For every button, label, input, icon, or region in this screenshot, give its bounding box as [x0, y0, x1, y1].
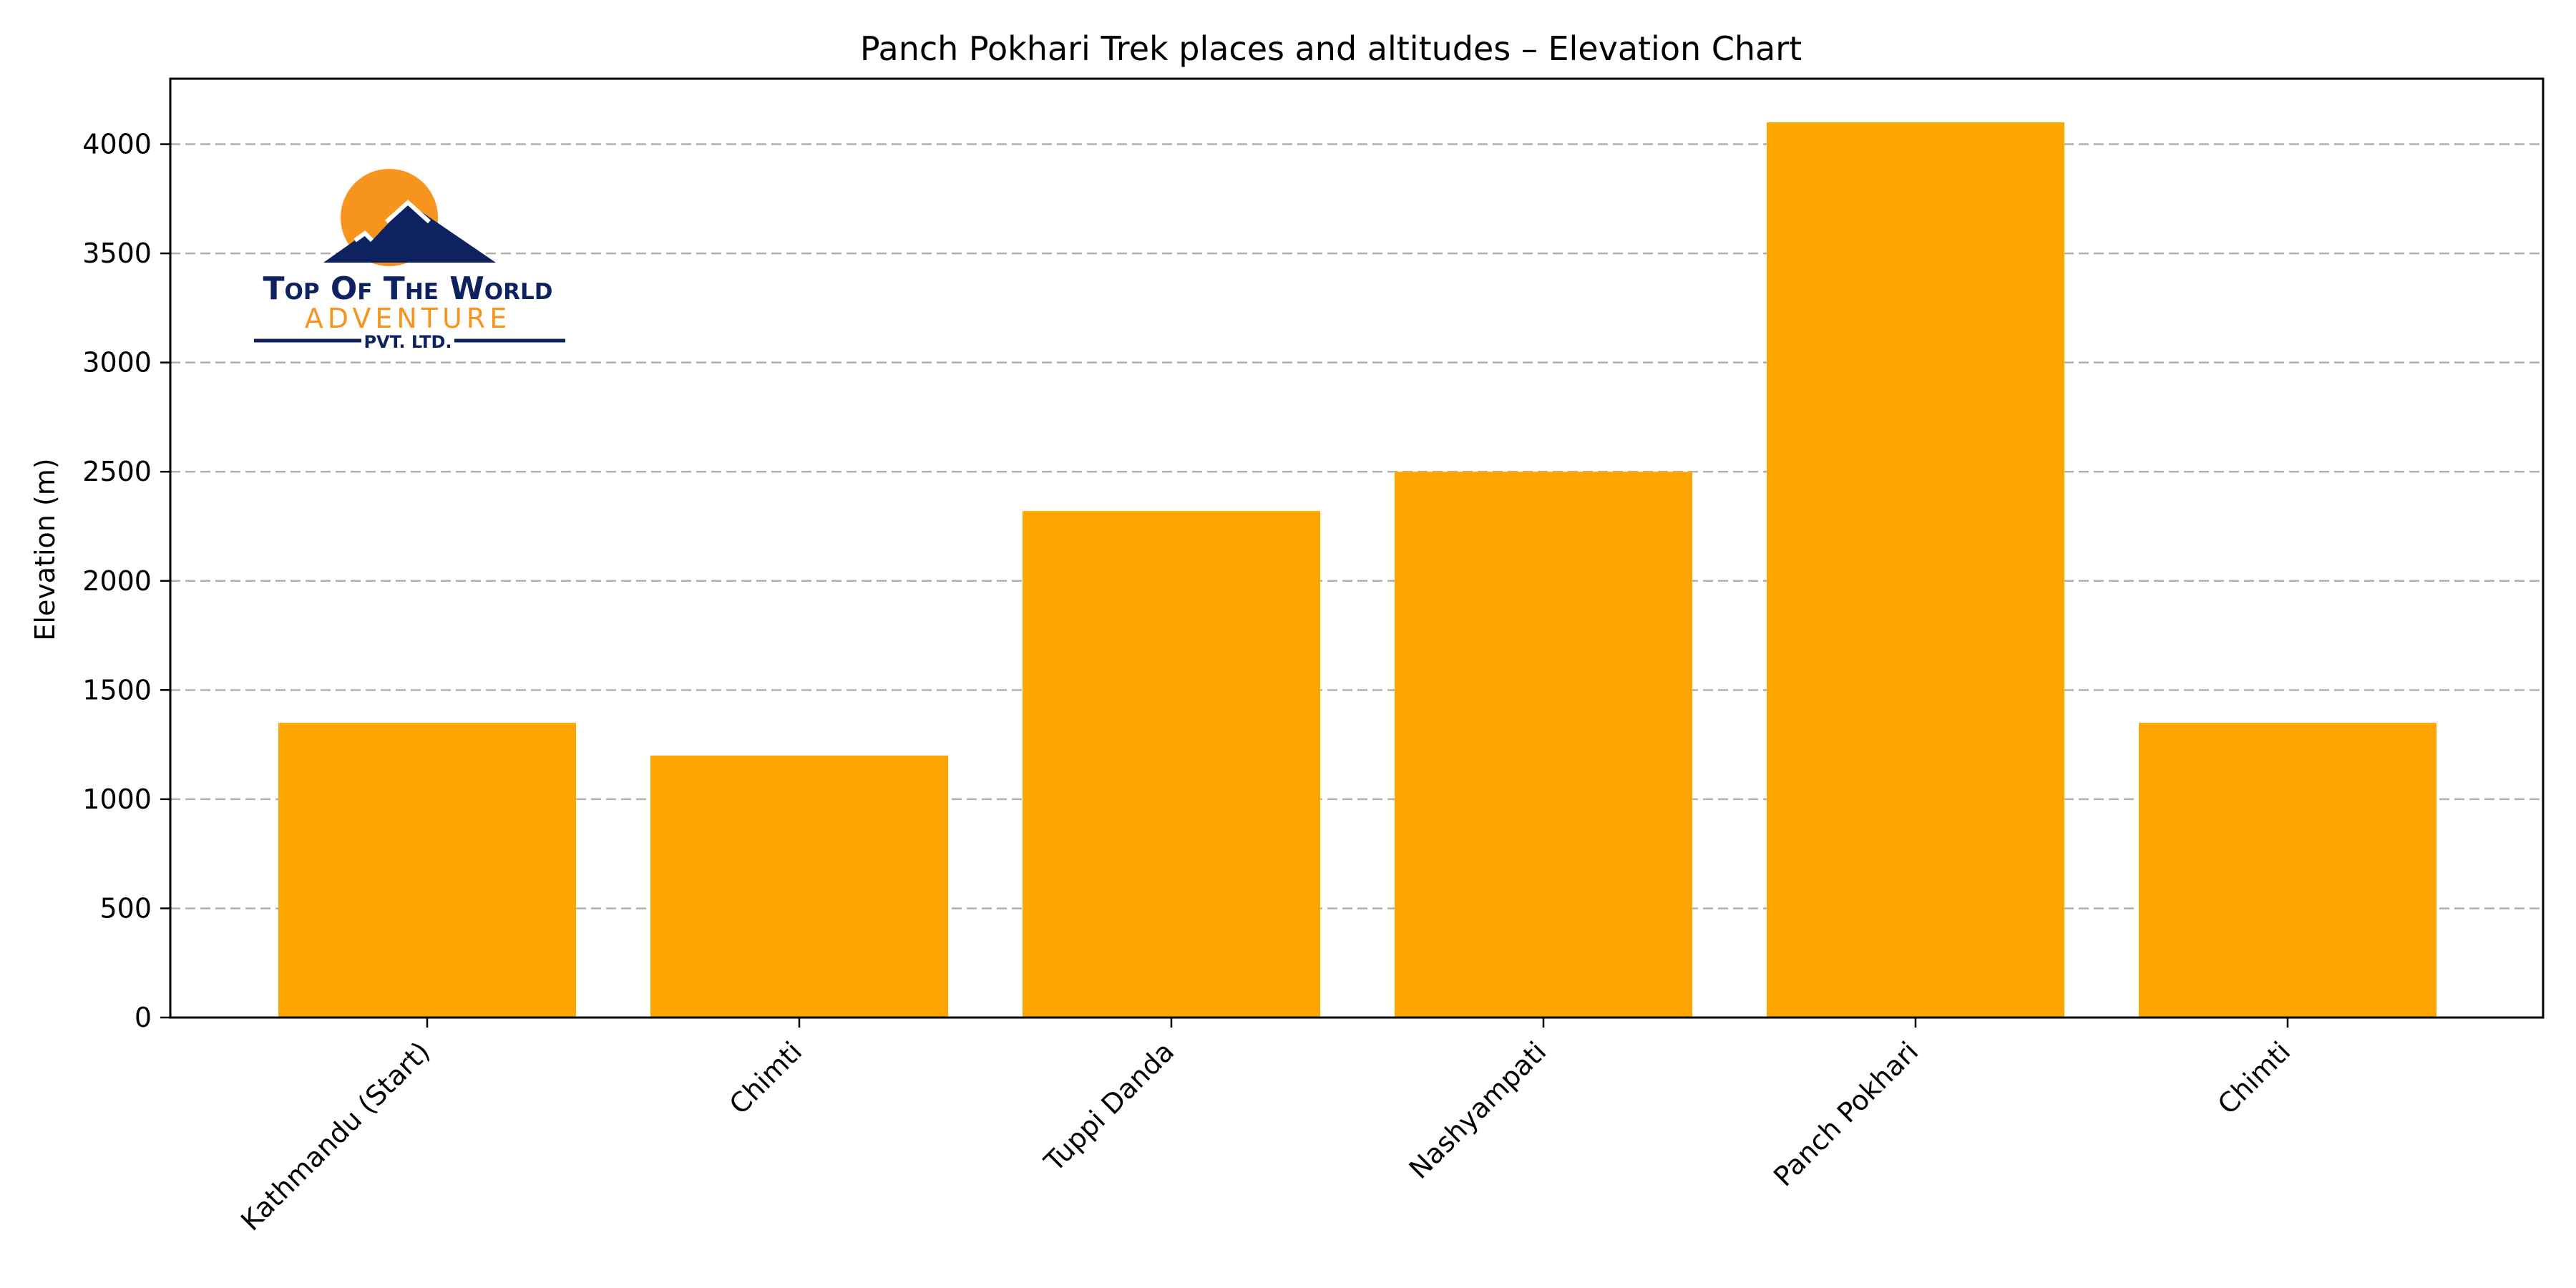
y-tick-label: 0 [135, 1002, 152, 1033]
x-axis-ticks: Kathmandu (Start) Chimti Tuppi Danda Nashya… [235, 1018, 2296, 1236]
bar [650, 755, 948, 1018]
y-tick-label: 1000 [82, 784, 152, 815]
bar [1395, 472, 1692, 1018]
y-axis-label: Elevation (m) [29, 458, 61, 640]
x-tick-label: Tuppi Danda [1038, 1035, 1180, 1178]
y-tick-label: 3500 [82, 238, 152, 269]
y-tick-label: 3000 [82, 347, 152, 379]
logo-line3: PVT. LTD. [364, 332, 452, 352]
x-tick-label: Kathmandu (Start) [235, 1035, 436, 1236]
x-tick-label: Chimti [723, 1035, 809, 1121]
bars [278, 122, 2436, 1018]
bar [1767, 122, 2064, 1018]
y-tick-label: 2000 [82, 565, 152, 597]
logo-line1: Top Of The World [263, 270, 553, 307]
logo-mountain-icon [323, 203, 496, 263]
plot-frame [169, 77, 2545, 1019]
y-tick-label: 2500 [82, 456, 152, 487]
x-tick-label: Nashyampati [1403, 1035, 1553, 1185]
bar [1023, 511, 1320, 1018]
y-tick-label: 500 [99, 892, 152, 924]
logo-mountain-snowline [353, 230, 374, 243]
y-tick-label: 1500 [82, 674, 152, 706]
y-axis-ticks: 0 500 1000 1500 2000 2500 3000 3500 4000 [82, 129, 170, 1033]
chart-title: Panch Pokhari Trek places and altitudes … [860, 29, 1802, 68]
y-tick-label: 4000 [82, 129, 152, 160]
bar [2139, 723, 2436, 1018]
bar [278, 723, 576, 1018]
logo-mountain-ridge [384, 199, 431, 224]
company-logo: Top Of The World ADVENTURE PVT. LTD. [254, 169, 565, 352]
x-tick-label: Panch Pokhari [1767, 1035, 1924, 1192]
x-tick-label: Chimti [2212, 1035, 2297, 1121]
logo-line2: ADVENTURE [305, 303, 511, 334]
